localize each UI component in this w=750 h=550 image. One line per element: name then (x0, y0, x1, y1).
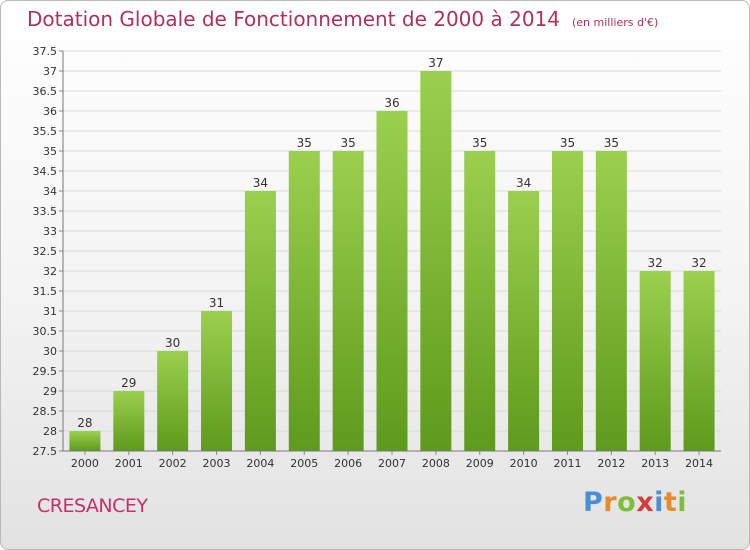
y-tick-label: 35.5 (33, 125, 58, 138)
bar-2010 (508, 191, 540, 451)
y-tick-label: 36.5 (33, 85, 58, 98)
bar-2007 (376, 111, 408, 451)
y-tick-label: 30 (43, 345, 57, 358)
data-label-2005: 35 (297, 136, 312, 150)
x-tick-label-2002: 2002 (159, 457, 187, 470)
bar-2004 (244, 191, 276, 451)
x-tick-label-2004: 2004 (246, 457, 274, 470)
commune-name: CRESANCEY (37, 495, 148, 517)
y-tick-label: 33.5 (33, 205, 58, 218)
x-tick-label-2013: 2013 (641, 457, 669, 470)
x-tick-label-2005: 2005 (290, 457, 318, 470)
y-tick-label: 31 (43, 305, 57, 318)
y-tick-label: 34 (43, 185, 57, 198)
bar-2006 (332, 151, 364, 451)
data-label-2013: 32 (648, 256, 663, 270)
y-tick-label: 29 (43, 385, 57, 398)
y-tick-label: 28 (43, 425, 57, 438)
y-tick-label: 37.5 (33, 45, 58, 58)
data-label-2012: 35 (604, 136, 619, 150)
y-axis-ticks: 27.5 28 28.5 29 29.5 30 30.5 31 31.5 32 32.5 33 33.5… (33, 45, 63, 458)
data-label-2010: 34 (516, 176, 531, 190)
x-tick-label-2007: 2007 (378, 457, 406, 470)
chart-title: Dotation Globale de Fonctionnement de 20… (27, 7, 658, 31)
bar-2014 (683, 271, 715, 451)
bar-2013 (639, 271, 671, 451)
x-tick-label-2000: 2000 (71, 457, 99, 470)
bar-2000 (69, 431, 101, 451)
data-label-2001: 29 (121, 376, 136, 390)
data-label-2007: 36 (384, 96, 399, 110)
data-label-2004: 34 (253, 176, 268, 190)
chart-unit-note: (en milliers d'€) (572, 16, 659, 29)
bar-2003 (201, 311, 233, 451)
axes (62, 51, 721, 452)
bars (69, 71, 715, 451)
chart-title-text: Dotation Globale de Fonctionnement de 20… (27, 7, 560, 31)
data-label-2003: 31 (209, 296, 224, 310)
x-axis-ticks: 2000 2001 2002 2003 2004 2005 2006 2007 2008 2009… (71, 451, 713, 470)
x-tick-label-2010: 2010 (510, 457, 538, 470)
data-label-2006: 35 (340, 136, 355, 150)
x-tick-label-2008: 2008 (422, 457, 450, 470)
y-tick-label: 32 (43, 265, 57, 278)
data-label-2009: 35 (472, 136, 487, 150)
y-tick-label: 28.5 (33, 405, 58, 418)
x-tick-label-2006: 2006 (334, 457, 362, 470)
bar-2005 (288, 151, 320, 451)
y-tick-label: 35 (43, 145, 57, 158)
bar-2012 (595, 151, 627, 451)
data-labels: 28 29 30 31 34 35 35 36 37 35 34 35 35 32 32 (77, 56, 706, 430)
data-label-2002: 30 (165, 336, 180, 350)
bar-2011 (551, 151, 583, 451)
x-tick-label-2012: 2012 (597, 457, 625, 470)
data-label-2000: 28 (77, 416, 92, 430)
y-tick-label: 37 (43, 65, 57, 78)
bar-2009 (464, 151, 496, 451)
y-tick-label: 36 (43, 105, 57, 118)
y-tick-label: 31.5 (33, 285, 58, 298)
x-tick-label-2011: 2011 (553, 457, 581, 470)
y-tick-label: 34.5 (33, 165, 58, 178)
y-tick-label: 32.5 (33, 245, 58, 258)
bar-2002 (157, 351, 189, 451)
x-tick-label-2009: 2009 (466, 457, 494, 470)
proxiti-logo: Proxiti (583, 487, 688, 518)
data-label-2011: 35 (560, 136, 575, 150)
y-tick-label: 27.5 (33, 445, 58, 458)
bar-2008 (420, 71, 452, 451)
x-tick-label-2014: 2014 (685, 457, 713, 470)
data-label-2014: 32 (691, 256, 706, 270)
y-tick-label: 33 (43, 225, 57, 238)
y-tick-label: 30.5 (33, 325, 58, 338)
x-tick-label-2001: 2001 (115, 457, 143, 470)
bar-2001 (113, 391, 145, 451)
y-tick-label: 29.5 (33, 365, 58, 378)
data-label-2008: 37 (428, 56, 443, 70)
x-tick-label-2003: 2003 (203, 457, 231, 470)
